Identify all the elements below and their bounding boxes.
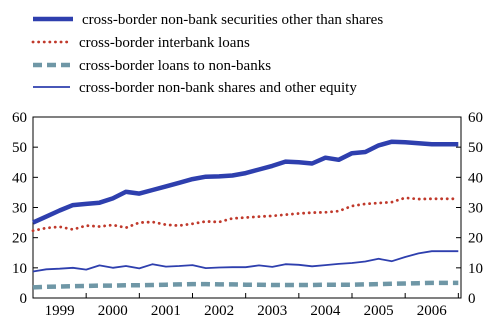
x-tick-label: 2006 <box>417 303 448 319</box>
x-tick-label: 2005 <box>364 303 394 319</box>
y-tick-label-left: 20 <box>12 231 27 247</box>
axes: 0 0 10 10 20 20 30 30 40 40 50 50 60 60 1999 2000 2001 20… <box>12 110 483 319</box>
y-tick-label-left: 50 <box>12 140 27 156</box>
y-tick-label-right: 20 <box>468 231 483 247</box>
plot-area <box>31 116 462 299</box>
series-line-2 <box>31 196 460 233</box>
y-tick-label-right: 40 <box>468 170 483 186</box>
series-line-4 <box>32 250 459 273</box>
x-tick-label: 2002 <box>204 303 234 319</box>
x-tick-label: 2001 <box>151 303 181 319</box>
legend-label-4: cross-border non-bank shares and other e… <box>79 80 357 96</box>
chart-legend: cross-border non-bank securities other t… <box>31 12 383 96</box>
y-tick-label-right: 10 <box>468 261 483 277</box>
legend-label-2: cross-border interbank loans <box>79 35 250 51</box>
y-tick-label-left: 30 <box>12 201 27 217</box>
y-tick-label-right: 0 <box>468 291 476 307</box>
y-tick-label-left: 60 <box>12 110 27 126</box>
series-line-3 <box>32 280 459 290</box>
series-line-1 <box>32 139 459 225</box>
x-tick-label: 2004 <box>310 303 341 319</box>
x-tick-label: 2003 <box>257 303 287 319</box>
legend-label-3: cross-border loans to non-banks <box>79 58 271 74</box>
y-tick-label-left: 10 <box>12 261 27 277</box>
series-layer <box>31 139 460 290</box>
y-tick-label-right: 30 <box>468 201 483 217</box>
y-tick-label-left: 0 <box>20 291 28 307</box>
legend-label-1: cross-border non-bank securities other t… <box>82 12 383 28</box>
x-tick-label: 2000 <box>98 303 128 319</box>
y-tick-label-right: 60 <box>468 110 483 126</box>
y-tick-label-right: 50 <box>468 140 483 156</box>
x-tick-label: 1999 <box>45 303 75 319</box>
y-tick-label-left: 40 <box>12 170 27 186</box>
